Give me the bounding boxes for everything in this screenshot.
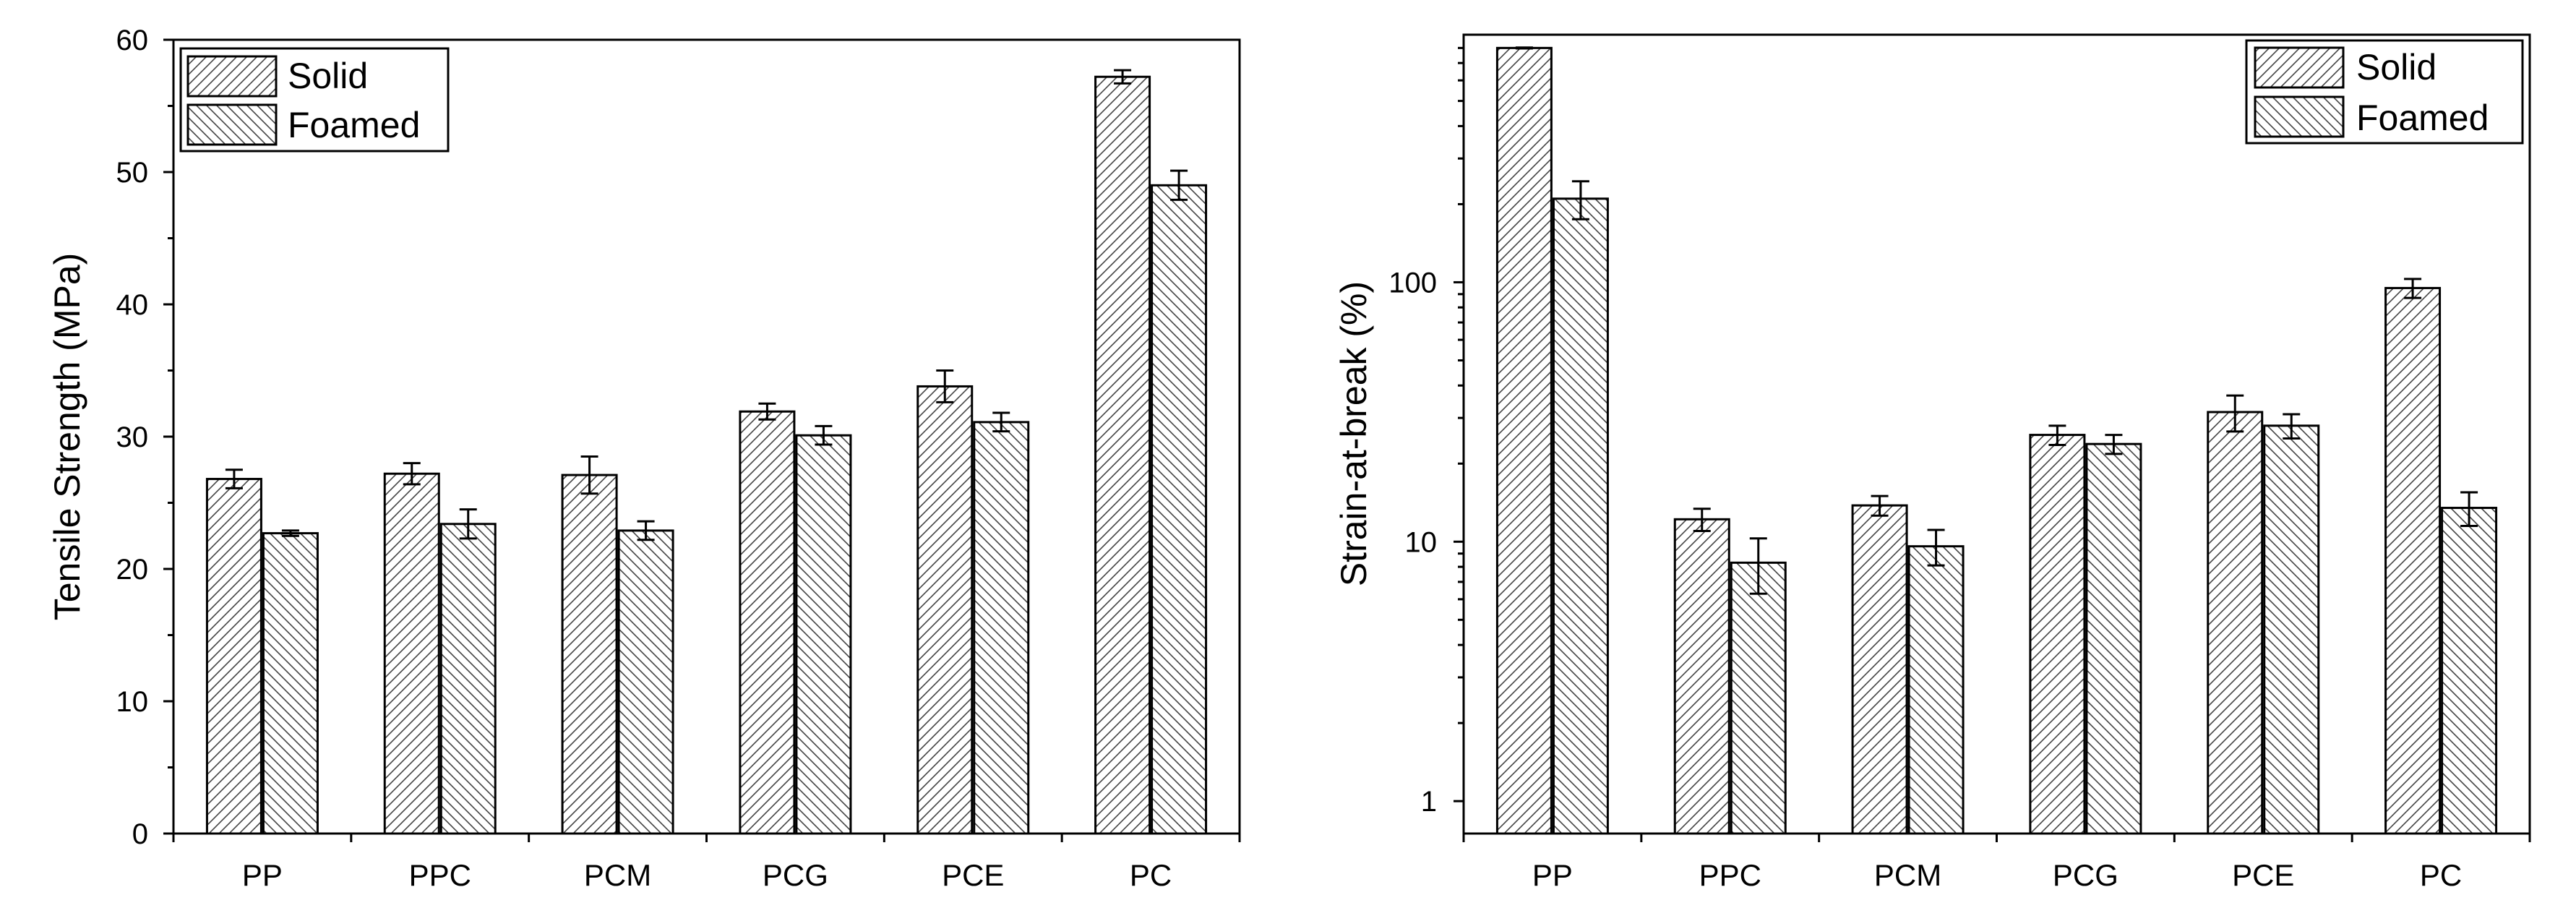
legend-label-foamed: Foamed	[2356, 98, 2489, 138]
error-bar	[936, 369, 954, 403]
error-bar	[2105, 434, 2123, 455]
error-bar	[1749, 537, 1767, 595]
bar-foamed	[1552, 197, 1609, 835]
error-bar	[637, 520, 655, 541]
bar-solid	[205, 478, 262, 835]
error-bar	[1571, 180, 1589, 220]
error-bar	[2460, 491, 2478, 528]
y-tick-label: 10	[116, 686, 149, 718]
bar-foamed	[262, 532, 319, 835]
error-bar	[2283, 413, 2301, 440]
y-tick-label: 50	[116, 157, 149, 189]
bars	[205, 75, 1208, 835]
error-bar	[580, 455, 598, 495]
error-bars	[225, 69, 1188, 541]
y-tick-label: 100	[1388, 267, 1437, 299]
bar-foamed	[1907, 545, 1965, 835]
error-bar	[1114, 69, 1132, 85]
bar-foamed	[617, 529, 674, 835]
bar-solid	[1851, 504, 1908, 835]
error-bar	[758, 402, 776, 421]
bar-foamed	[1151, 184, 1208, 835]
bar-foamed	[2441, 507, 2498, 835]
legend: Solid Foamed	[179, 47, 450, 153]
y-tick-label: 30	[116, 421, 149, 453]
error-bar	[225, 468, 243, 489]
legend-label-foamed: Foamed	[288, 105, 420, 145]
error-bar	[815, 424, 833, 446]
y-axis: 0 10 20 30 40 50 60	[116, 25, 173, 850]
x-category-label: PCE	[942, 858, 1004, 892]
bar-solid	[2029, 434, 2086, 835]
bar-solid	[1673, 518, 1730, 835]
x-category-label: PP	[242, 858, 283, 892]
error-bar	[2226, 394, 2244, 433]
y-axis-title: Tensile Strength (MPa)	[47, 253, 87, 621]
x-category-label: PPC	[409, 858, 471, 892]
legend-swatch-foamed	[2254, 95, 2345, 138]
error-bar	[459, 508, 477, 540]
plot-frame	[1462, 33, 2531, 835]
bar-solid	[916, 385, 974, 835]
plot-frame	[172, 38, 1241, 835]
tensile-strength-chart: 0 10 20 30 40 50 60 PP PPC PCM PCG PCE PC Tensile S…	[47, 25, 1241, 892]
error-bars	[1515, 46, 2478, 595]
error-bar	[1871, 494, 1889, 517]
y-axis: 1 10 100	[1388, 46, 1464, 818]
y-tick-label: 20	[116, 554, 149, 586]
x-category-label: PPC	[1699, 858, 1761, 892]
bar-solid	[383, 472, 440, 835]
error-bar	[1693, 507, 1711, 532]
bar-foamed	[439, 523, 497, 835]
legend-label-solid: Solid	[2356, 47, 2437, 87]
bars	[1495, 46, 2498, 835]
legend-swatch-foamed	[186, 103, 278, 146]
x-category-label: PP	[1532, 858, 1573, 892]
x-axis: PP PPC PCM PCG PCE PC	[172, 834, 1241, 892]
x-category-label: PCG	[763, 858, 828, 892]
y-tick-label: 0	[132, 818, 148, 850]
x-category-label: PCE	[2232, 858, 2294, 892]
x-category-label: PCG	[2053, 858, 2118, 892]
x-category-label: PCM	[584, 858, 651, 892]
x-category-label: PC	[1130, 858, 1172, 892]
error-bar	[1170, 169, 1188, 201]
error-bar	[403, 462, 421, 486]
y-tick-label: 60	[116, 25, 149, 56]
bar-foamed	[2263, 424, 2320, 835]
error-bar	[992, 411, 1010, 433]
legend-label-solid: Solid	[288, 56, 368, 96]
bar-solid	[1094, 75, 1151, 835]
y-tick-label: 40	[116, 289, 149, 321]
bar-solid	[561, 474, 618, 835]
bar-foamed	[1730, 561, 1787, 835]
y-tick-label: 1	[1421, 786, 1437, 818]
legend: Solid Foamed	[2245, 39, 2524, 145]
y-tick-label: 10	[1405, 526, 1438, 558]
error-bar	[1927, 528, 1945, 567]
bar-solid	[2384, 286, 2442, 835]
error-bar	[2048, 424, 2066, 446]
x-category-label: PC	[2420, 858, 2462, 892]
x-axis: PP PPC PCM PCG PCE PC	[1462, 834, 2531, 892]
strain-at-break-chart: 1 10 100 PP PPC PCM PCG PCE PC Strain-at-break …	[1334, 33, 2531, 892]
legend-swatch-solid	[186, 55, 278, 98]
bar-foamed	[2085, 442, 2142, 835]
legend-swatch-solid	[2254, 46, 2345, 89]
bar-solid	[2207, 411, 2264, 835]
error-bar	[281, 529, 299, 537]
y-axis-title: Strain-at-break (%)	[1334, 281, 1374, 586]
x-category-label: PCM	[1874, 858, 1941, 892]
error-bar	[2404, 278, 2422, 299]
bar-solid	[1495, 46, 1553, 835]
bar-foamed	[973, 421, 1030, 835]
bar-solid	[739, 410, 796, 835]
bar-foamed	[795, 434, 852, 835]
